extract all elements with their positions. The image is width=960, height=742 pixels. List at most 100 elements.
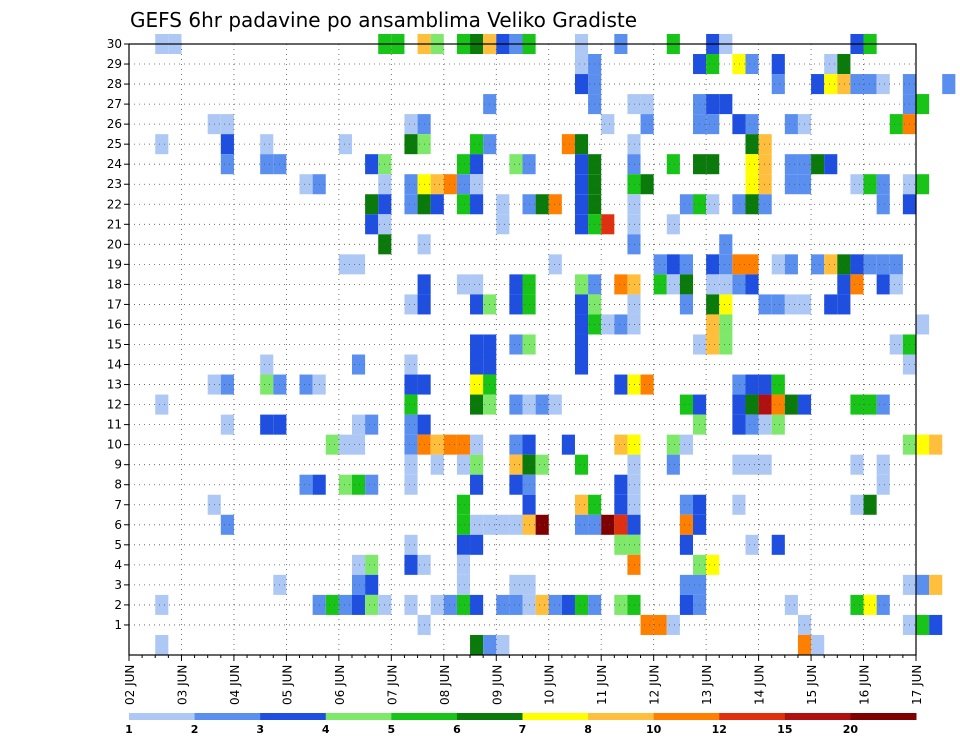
heatmap-cell	[260, 414, 274, 435]
x-axis: 02 JUN 03 JUN 04 JUN 05 JUN 06 JUN 07 JUN 08 J…	[123, 655, 924, 705]
heatmap-cell	[745, 414, 759, 435]
y-tick-label: 25	[107, 137, 122, 151]
heatmap-cell	[443, 594, 457, 615]
heatmap-cells	[155, 33, 956, 655]
heatmap-cell	[824, 254, 838, 275]
heatmap-cell	[470, 154, 484, 175]
heatmap-cell	[509, 334, 523, 355]
heatmap-cell	[916, 94, 930, 115]
heatmap-cell	[876, 174, 890, 195]
heatmap-cell	[627, 154, 641, 175]
heatmap-cell	[574, 294, 589, 315]
heatmap-cell	[470, 454, 484, 475]
heatmap-cell	[456, 454, 471, 475]
y-tick-label: 2	[114, 598, 122, 612]
heatmap-cell	[548, 194, 562, 215]
y-tick-label: 28	[107, 77, 122, 91]
heatmap-cell	[745, 374, 759, 395]
heatmap-cell	[666, 454, 680, 475]
heatmap-cell	[325, 594, 339, 615]
heatmap-cell	[404, 474, 418, 495]
heatmap-cell	[338, 594, 352, 615]
heatmap-cell	[732, 374, 746, 395]
colorbar-swatch	[456, 713, 523, 720]
heatmap-cell	[509, 274, 523, 295]
heatmap-cell	[496, 594, 510, 615]
heatmap-cell	[365, 574, 379, 595]
heatmap-cell	[758, 454, 772, 475]
heatmap-cell	[758, 394, 772, 415]
y-tick-label: 22	[107, 197, 122, 211]
heatmap-cell	[837, 54, 851, 75]
colorbar-swatch	[588, 713, 655, 720]
x-tick-label: 09 JUN	[490, 665, 504, 705]
heatmap-cell	[745, 134, 759, 155]
heatmap-cell	[706, 154, 720, 175]
heatmap-cell	[456, 194, 471, 215]
heatmap-cell	[850, 394, 864, 415]
y-tick-label: 13	[107, 378, 122, 392]
heatmap-cell	[470, 194, 484, 215]
heatmap-cell	[837, 294, 851, 315]
heatmap-cell	[732, 254, 746, 275]
heatmap-cell	[719, 314, 733, 335]
heatmap-cell	[850, 174, 864, 195]
heatmap-cell	[456, 274, 471, 295]
heatmap-cell	[574, 514, 589, 535]
heatmap-cell	[811, 154, 825, 175]
heatmap-cell	[889, 274, 903, 295]
x-tick-label: 17 JUN	[910, 665, 924, 705]
heatmap-cell	[614, 474, 628, 495]
heatmap-cell	[745, 114, 759, 135]
heatmap-cell	[824, 154, 838, 175]
heatmap-cell	[574, 154, 589, 175]
heatmap-cell	[850, 594, 864, 615]
heatmap-cell	[863, 254, 877, 275]
heatmap-cell	[574, 174, 589, 195]
heatmap-cell	[351, 474, 366, 495]
heatmap-cell	[456, 554, 471, 575]
x-tick-label: 15 JUN	[805, 665, 819, 705]
y-tick-label: 15	[107, 337, 122, 351]
heatmap-cell	[614, 534, 628, 555]
heatmap-cell	[574, 214, 589, 235]
heatmap-cell	[771, 534, 785, 555]
heatmap-cell	[299, 374, 313, 395]
heatmap-cell	[260, 134, 274, 155]
heatmap-cell	[509, 574, 523, 595]
heatmap-cell	[430, 594, 444, 615]
x-tick-label: 05 JUN	[280, 665, 294, 705]
heatmap-cell	[155, 634, 169, 655]
heatmap-cell	[456, 434, 471, 455]
heatmap-cell	[456, 174, 471, 195]
heatmap-cell	[640, 114, 654, 135]
heatmap-cell	[732, 394, 746, 415]
heatmap-cell	[627, 134, 641, 155]
y-tick-label: 8	[114, 478, 122, 492]
heatmap-cell	[470, 274, 484, 295]
heatmap-cell	[627, 274, 641, 295]
heatmap-cell	[614, 434, 628, 455]
heatmap-cell	[574, 354, 589, 375]
heatmap-cell	[706, 194, 720, 215]
chart-title: GEFS 6hr padavine po ansamblima Veliko G…	[130, 8, 637, 32]
heatmap-cell	[640, 174, 654, 195]
heatmap-cell	[430, 174, 444, 195]
heatmap-cell	[627, 494, 641, 515]
heatmap-cell	[509, 594, 523, 615]
heatmap-cell	[574, 74, 589, 95]
heatmap-cell	[470, 374, 484, 395]
heatmap-cell	[758, 294, 772, 315]
heatmap-cell	[745, 154, 759, 175]
heatmap-cell	[784, 294, 798, 315]
heatmap-cell	[260, 354, 274, 375]
heatmap-cell	[365, 414, 379, 435]
heatmap-cell	[338, 474, 352, 495]
heatmap-cell	[876, 74, 890, 95]
heatmap-cell	[404, 374, 418, 395]
heatmap-cell	[876, 594, 890, 615]
heatmap-cell	[679, 594, 694, 615]
heatmap-cell	[850, 274, 864, 295]
heatmap-cell	[627, 194, 641, 215]
heatmap-cell	[850, 454, 864, 475]
